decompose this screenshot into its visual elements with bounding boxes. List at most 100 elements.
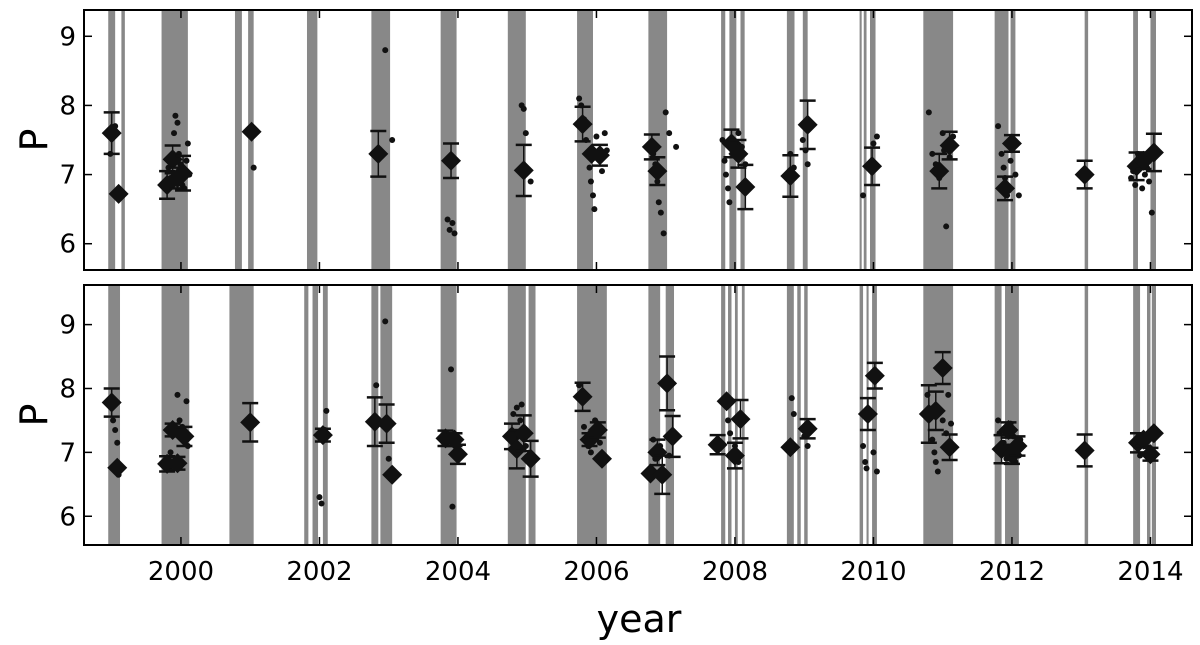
mean-marker [174, 426, 195, 447]
observation-band [1084, 10, 1089, 270]
mean-marker [939, 437, 960, 458]
mean-marker [716, 391, 737, 412]
observation-band [528, 285, 536, 545]
x-tick-label: 2004 [425, 557, 491, 587]
data-point [998, 150, 1005, 157]
mean-marker [382, 464, 403, 485]
mean-marker [657, 373, 678, 394]
observation-band [577, 285, 607, 545]
mean-marker [101, 392, 122, 413]
data-point [382, 318, 389, 325]
mean-marker [730, 409, 751, 430]
mean-marker [707, 434, 728, 455]
y-tick-label: 6 [59, 230, 76, 260]
mean-marker [939, 135, 960, 156]
observation-band [786, 285, 794, 545]
mean-marker [641, 136, 662, 157]
mean-marker [1140, 444, 1161, 465]
observation-band [322, 285, 328, 545]
x-tick-label: 2002 [286, 557, 352, 587]
data-point [520, 105, 527, 112]
mean-marker [932, 358, 953, 379]
data-point [721, 157, 728, 164]
mean-marker [640, 463, 661, 484]
data-point [1139, 185, 1146, 192]
mean-marker [925, 400, 946, 421]
mean-marker [647, 161, 668, 182]
data-point [601, 130, 608, 137]
observation-band [312, 285, 319, 545]
mean-marker [368, 143, 389, 164]
mean-marker [587, 420, 608, 441]
mean-marker [797, 418, 818, 439]
data-point [587, 178, 594, 185]
observation-band [721, 285, 726, 545]
observation-band [121, 10, 125, 270]
mean-marker [1074, 164, 1095, 185]
data-point [939, 417, 946, 424]
data-point [517, 417, 524, 424]
observation-band [797, 285, 801, 545]
data-point [873, 133, 880, 140]
observation-band [994, 10, 1009, 270]
data-point [870, 449, 877, 456]
data-point [184, 140, 191, 147]
data-point [870, 140, 877, 147]
y-tick-label: 9 [59, 311, 76, 341]
data-point [931, 449, 938, 456]
data-point [995, 123, 1002, 130]
x-tick-label: 2012 [979, 557, 1045, 587]
data-point [1132, 181, 1139, 188]
observation-band [648, 10, 668, 270]
data-point [114, 439, 121, 446]
data-point [945, 391, 952, 398]
data-point [804, 161, 811, 168]
observation-band [1133, 10, 1138, 270]
data-point [925, 109, 932, 116]
data-point [929, 436, 936, 443]
observation-band [804, 285, 808, 545]
data-point [657, 209, 664, 216]
y-tick-label: 6 [59, 502, 76, 532]
data-point [995, 417, 1002, 424]
data-point [873, 468, 880, 475]
mean-marker [441, 150, 462, 171]
data-point [510, 411, 517, 418]
data-point [1007, 157, 1014, 164]
data-point [451, 230, 458, 237]
mean-marker [520, 448, 541, 469]
data-point [934, 468, 941, 475]
mean-marker [857, 404, 878, 425]
data-point [171, 130, 178, 137]
data-point [932, 458, 939, 465]
data-point [860, 442, 867, 449]
data-point [725, 185, 732, 192]
y-axis-label: P [12, 404, 56, 427]
y-tick-label: 7 [59, 161, 76, 191]
data-point [943, 223, 950, 230]
mean-marker [108, 183, 129, 204]
data-point [863, 465, 870, 472]
data-point [449, 503, 456, 510]
mean-marker [995, 178, 1016, 199]
x-tick-label: 2006 [563, 557, 629, 587]
data-point [726, 199, 733, 206]
mean-marker [312, 425, 333, 446]
x-tick-label: 2008 [702, 557, 768, 587]
data-point [673, 143, 680, 150]
mean-marker [101, 123, 122, 144]
mean-marker [589, 145, 610, 166]
observation-band [786, 10, 795, 270]
data-point [527, 178, 534, 185]
observation-band [161, 285, 190, 545]
data-point [948, 420, 955, 427]
mean-marker [173, 163, 194, 184]
mean-marker [107, 457, 128, 478]
mean-marker [572, 114, 593, 135]
y-tick-label: 8 [59, 374, 76, 404]
data-point [522, 130, 529, 137]
data-point [598, 168, 605, 175]
data-point [666, 130, 673, 137]
observation-band [440, 10, 457, 270]
data-point [446, 226, 453, 233]
